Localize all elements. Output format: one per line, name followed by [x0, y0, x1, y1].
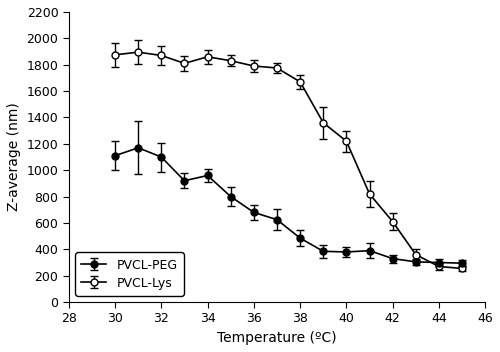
- X-axis label: Temperature (ºC): Temperature (ºC): [217, 331, 337, 345]
- Y-axis label: Z-average (nm): Z-average (nm): [7, 103, 21, 212]
- Legend: PVCL-PEG, PVCL-Lys: PVCL-PEG, PVCL-Lys: [75, 252, 184, 296]
